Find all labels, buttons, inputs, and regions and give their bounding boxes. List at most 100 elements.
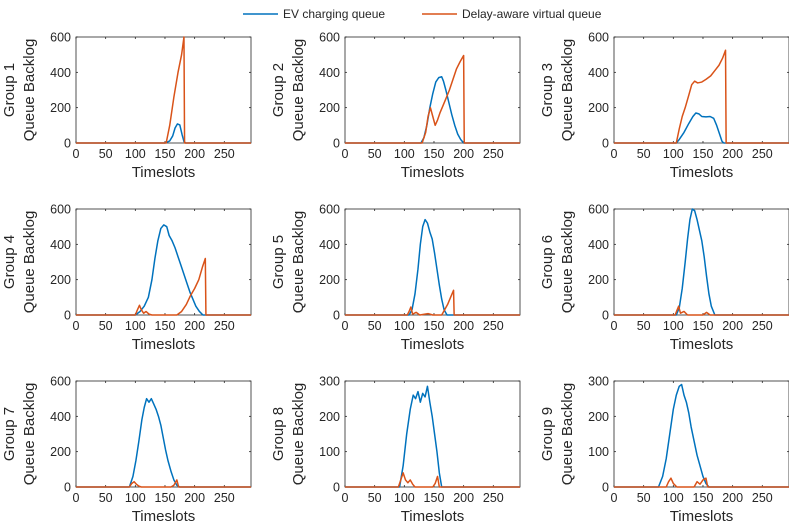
virtual-queue-line	[614, 477, 789, 488]
group-label: Group 3	[539, 63, 556, 117]
group-label: Group 1	[1, 63, 18, 117]
y-tick-label: 600	[588, 31, 609, 45]
y-tick-label: 100	[588, 445, 609, 459]
x-axis-label: Timeslots	[132, 164, 196, 181]
y-tick-label: 0	[333, 481, 340, 495]
x-tick-label: 150	[424, 319, 445, 333]
virtual-queue-line	[345, 472, 520, 488]
x-tick-label: 250	[214, 319, 235, 333]
x-tick-label: 200	[722, 319, 743, 333]
y-tick-label: 200	[588, 273, 609, 287]
plot-area	[344, 36, 521, 144]
plot-area	[613, 36, 789, 144]
subplot-group-6: 0 50 100 150 200 250 0 200 400 600 Timeslots Group …	[539, 203, 789, 353]
plot-area	[75, 208, 252, 316]
ev-charging-queue-line	[614, 208, 789, 316]
y-tick-label: 0	[333, 137, 340, 151]
ev-charging-queue-line	[345, 385, 520, 488]
x-tick-label: 250	[752, 147, 773, 161]
y-axis-label: Queue Backlog	[290, 383, 307, 486]
x-tick-label: 0	[342, 147, 349, 161]
ev-charging-queue-line	[345, 218, 520, 316]
y-tick-label: 200	[319, 410, 340, 424]
y-tick-label: 0	[64, 481, 71, 495]
x-tick-label: 150	[693, 147, 714, 161]
x-tick-label: 200	[722, 147, 743, 161]
y-axis-label: Queue Backlog	[21, 39, 38, 142]
y-tick-label: 400	[50, 410, 71, 424]
y-tick-label: 400	[50, 66, 71, 80]
x-tick-label: 0	[611, 147, 618, 161]
virtual-queue-line	[345, 289, 520, 316]
x-axis-label: Timeslots	[132, 336, 196, 353]
group-label: Group 4	[1, 235, 18, 289]
y-tick-label: 600	[50, 203, 71, 217]
group-label: Group 6	[539, 235, 556, 289]
group-label: Group 2	[270, 63, 287, 117]
y-tick-label: 400	[319, 238, 340, 252]
x-tick-label: 200	[453, 147, 474, 161]
group-label: Group 8	[270, 407, 287, 461]
plot-area	[344, 380, 521, 488]
ev-charging-queue-line	[614, 112, 789, 144]
plot-area	[75, 36, 252, 144]
legend-label-ev: EV charging queue	[283, 7, 385, 21]
x-tick-label: 50	[368, 147, 382, 161]
x-tick-label: 250	[752, 319, 773, 333]
y-tick-label: 0	[64, 137, 71, 151]
y-tick-label: 200	[319, 273, 340, 287]
y-tick-label: 600	[588, 203, 609, 217]
subplot-grid: 0 50 100 150 200 250 0 200 400 600 Timeslots Group …	[1, 31, 789, 525]
x-tick-label: 150	[155, 147, 176, 161]
x-tick-label: 50	[99, 147, 113, 161]
x-tick-label: 0	[611, 319, 618, 333]
x-tick-label: 250	[483, 319, 504, 333]
x-tick-label: 0	[73, 319, 80, 333]
x-axis-label: Timeslots	[401, 336, 465, 353]
x-tick-label: 150	[155, 319, 176, 333]
x-tick-label: 50	[368, 319, 382, 333]
y-tick-label: 200	[50, 273, 71, 287]
y-axis-label: Queue Backlog	[559, 39, 576, 142]
ev-charging-queue-line	[76, 397, 251, 488]
x-tick-label: 50	[368, 491, 382, 505]
virtual-queue-line	[76, 479, 251, 488]
x-tick-label: 100	[663, 319, 684, 333]
x-tick-label: 150	[693, 319, 714, 333]
subplot-group-8: 0 50 100 150 200 250 0 100 200 300 Timeslots Group …	[270, 375, 521, 525]
y-axis-label: Queue Backlog	[290, 39, 307, 142]
x-tick-label: 50	[99, 491, 113, 505]
x-tick-label: 100	[394, 319, 415, 333]
x-tick-label: 100	[394, 147, 415, 161]
x-tick-label: 250	[483, 147, 504, 161]
subplot-group-3: 0 50 100 150 200 250 0 200 400 600 Timeslots Group …	[539, 31, 789, 181]
y-tick-label: 600	[319, 31, 340, 45]
subplot-group-7: 0 50 100 150 200 250 0 200 400 600 Timeslots Group …	[1, 375, 252, 525]
plot-area	[344, 208, 521, 316]
subplot-group-5: 0 50 100 150 200 250 0 200 400 600 Timeslots Group …	[270, 203, 521, 353]
x-tick-label: 150	[155, 491, 176, 505]
virtual-queue-line	[614, 49, 789, 144]
x-tick-label: 50	[637, 319, 651, 333]
y-tick-label: 300	[588, 375, 609, 389]
x-tick-label: 0	[342, 319, 349, 333]
x-axis-label: Timeslots	[670, 164, 734, 181]
x-tick-label: 200	[453, 319, 474, 333]
y-tick-label: 0	[602, 481, 609, 495]
y-tick-label: 0	[602, 309, 609, 323]
subplot-group-9: 0 50 100 150 200 250 0 100 200 300 Timeslots Group …	[539, 375, 789, 525]
x-tick-label: 50	[99, 319, 113, 333]
y-tick-label: 600	[50, 31, 71, 45]
y-axis-label: Queue Backlog	[21, 383, 38, 486]
x-tick-label: 50	[637, 491, 651, 505]
subplot-group-2: 0 50 100 150 200 250 0 200 400 600 Timeslots Group …	[270, 31, 521, 181]
virtual-queue-line	[76, 257, 251, 316]
x-tick-label: 250	[752, 491, 773, 505]
x-tick-label: 150	[424, 147, 445, 161]
x-tick-label: 250	[214, 491, 235, 505]
subplot-group-1: 0 50 100 150 200 250 0 200 400 600 Timeslots Group …	[1, 31, 252, 181]
y-tick-label: 0	[333, 309, 340, 323]
x-tick-label: 100	[663, 147, 684, 161]
x-tick-label: 0	[73, 491, 80, 505]
